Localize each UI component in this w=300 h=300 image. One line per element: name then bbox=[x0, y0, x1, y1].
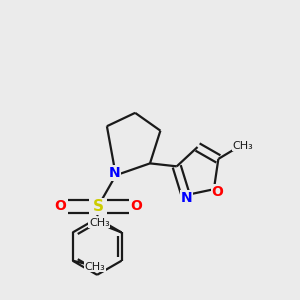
Text: CH₃: CH₃ bbox=[89, 218, 110, 228]
Text: O: O bbox=[54, 200, 66, 214]
Text: N: N bbox=[181, 191, 192, 205]
Text: N: N bbox=[109, 166, 120, 180]
Text: CH₃: CH₃ bbox=[233, 140, 254, 151]
Text: CH₃: CH₃ bbox=[85, 262, 105, 272]
Text: S: S bbox=[92, 199, 104, 214]
Text: O: O bbox=[130, 200, 142, 214]
Text: O: O bbox=[212, 184, 224, 199]
